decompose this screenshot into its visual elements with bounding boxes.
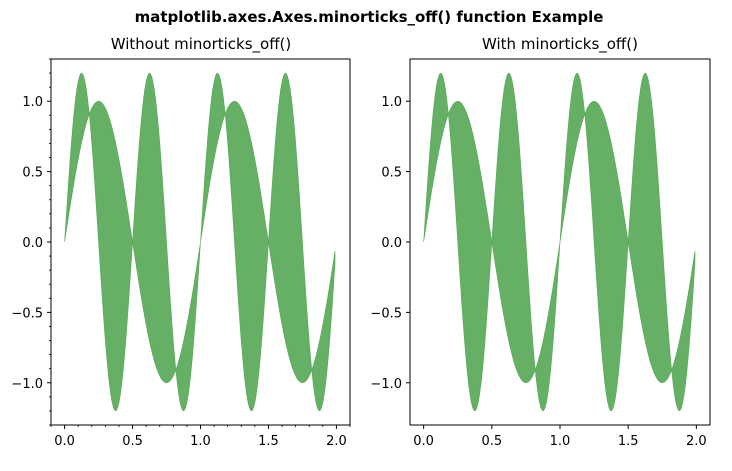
axes-without-minorticks-off: Without minorticks_off() 0.0 0.5 1.0 1.5 2.0… (11, 35, 351, 449)
y-tick-label: 0.5 (22, 166, 43, 181)
ticks-right: 0.0 0.5 1.0 1.5 2.0 −1.0 −0.5 0.0 0.5 1.0 (370, 95, 706, 449)
x-tick-label: 1.5 (618, 434, 639, 449)
y-tick-label: −1.0 (11, 377, 43, 392)
x-tick-label: 1.0 (550, 434, 571, 449)
y-tick-label: 0.0 (381, 236, 402, 251)
axes-with-minorticks-off: With minorticks_off() 0.0 0.5 1.0 1.5 2.0 −1.… (370, 35, 711, 449)
x-tick-label: 0.5 (481, 434, 502, 449)
x-tick-label: 0.5 (122, 434, 143, 449)
figure-suptitle: matplotlib.axes.Axes.minorticks_off() fu… (135, 8, 604, 26)
fill-between-area (423, 73, 696, 411)
axes-frame-right (409, 58, 711, 426)
y-tick-label: 1.0 (381, 95, 402, 110)
x-tick-label: 2.0 (686, 434, 707, 449)
y-tick-label: 0.0 (22, 236, 43, 251)
y-tick-label: 0.5 (381, 166, 402, 181)
x-tick-label: 1.0 (190, 434, 211, 449)
y-tick-label: −0.5 (11, 306, 43, 321)
x-tick-label: 2.0 (326, 434, 347, 449)
axes-title-right: With minorticks_off() (482, 35, 638, 54)
y-tick-label: −1.0 (370, 377, 402, 392)
plot-area-left (64, 73, 336, 411)
fill-between-area (64, 73, 336, 411)
x-tick-label: 1.5 (258, 434, 279, 449)
x-tick-label: 0.0 (54, 434, 75, 449)
axes-frame-left (50, 58, 351, 426)
plot-area-right (423, 73, 696, 411)
y-tick-label: 1.0 (22, 95, 43, 110)
x-tick-label: 0.0 (413, 434, 434, 449)
axes-title-left: Without minorticks_off() (111, 35, 292, 54)
ticks-left: 0.0 0.5 1.0 1.5 2.0 −1.0 −0.5 0.0 0.5 1.0 (11, 58, 351, 449)
y-tick-label: −0.5 (370, 306, 402, 321)
